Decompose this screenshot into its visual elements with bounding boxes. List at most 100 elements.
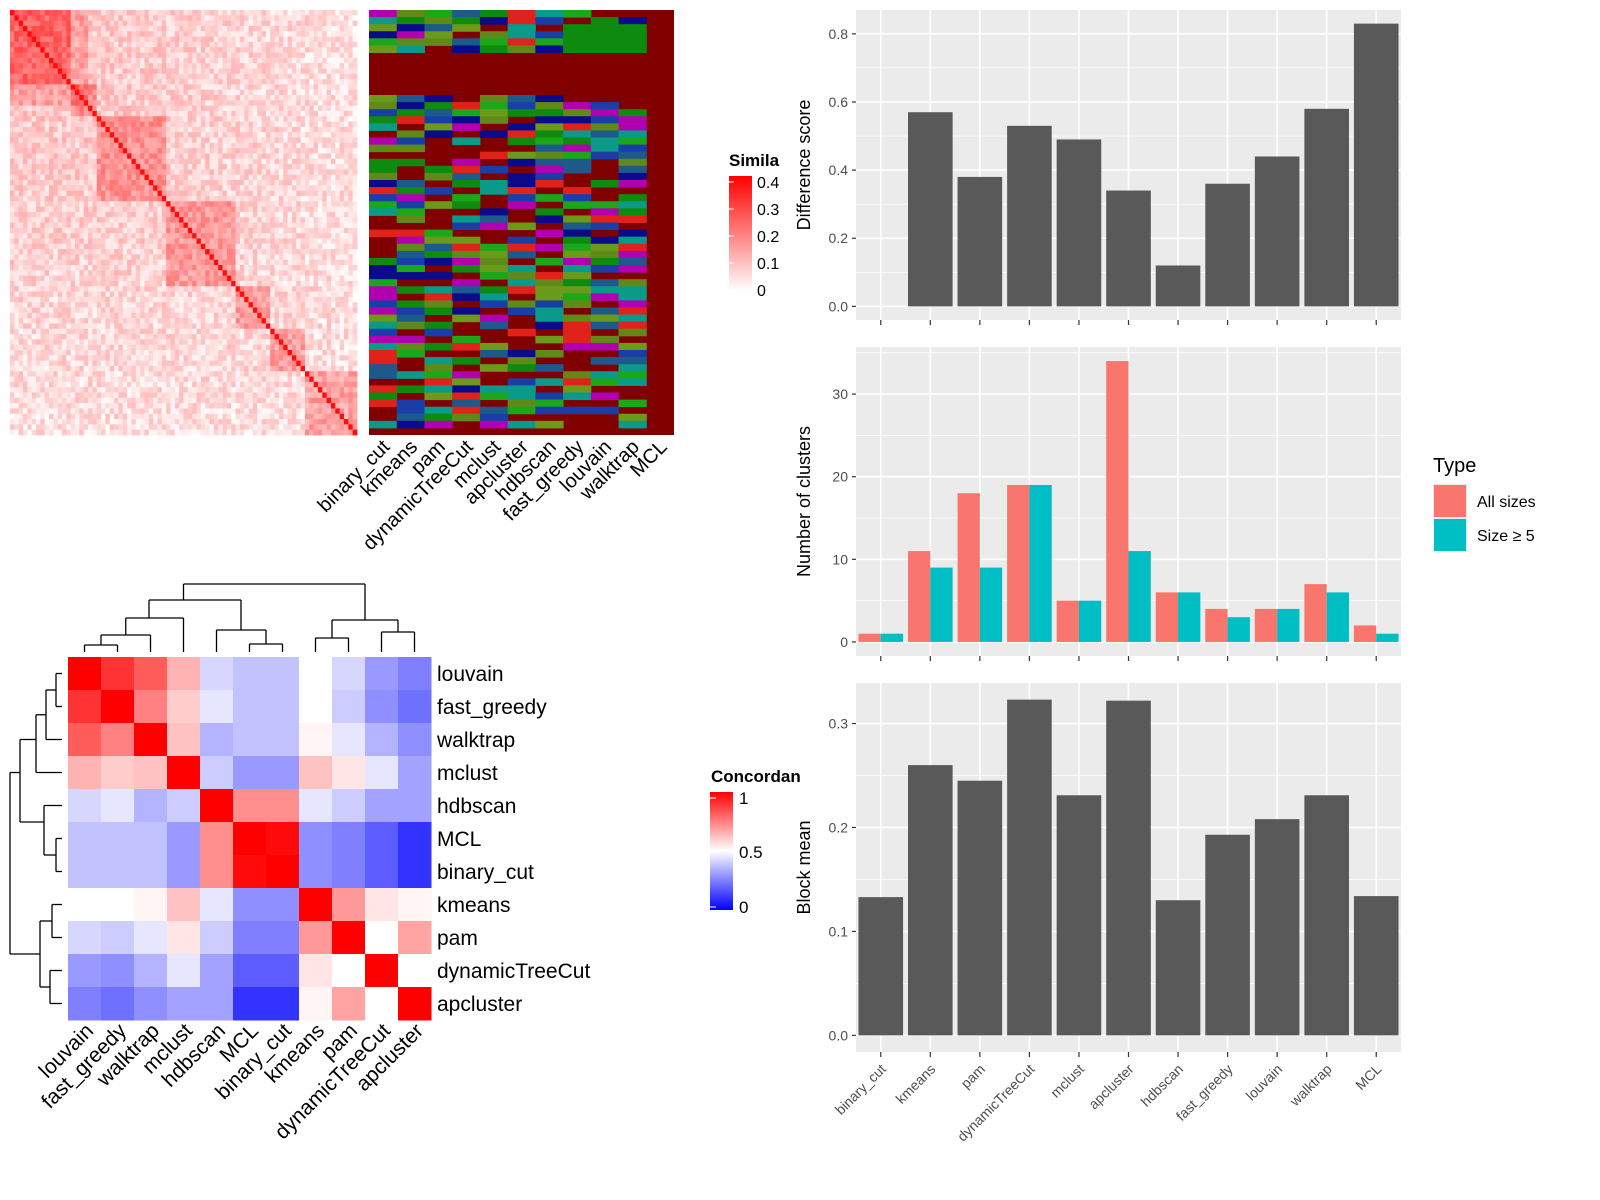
similarity-cell [270, 201, 275, 207]
similarity-cell [348, 259, 354, 266]
similarity-cell [18, 275, 24, 282]
similarity-cell [148, 57, 154, 64]
similarity-cell [313, 52, 319, 59]
similarity-cell [23, 10, 28, 16]
similarity-cell [14, 206, 20, 213]
similarity-cell [31, 137, 37, 144]
similarity-cell [40, 265, 46, 271]
similarity-cell [135, 318, 141, 324]
similarity-cell [70, 142, 76, 149]
similarity-cell [101, 52, 106, 59]
similarity-cell [174, 190, 180, 197]
similarity-cell [244, 265, 249, 271]
similarity-cell [209, 15, 215, 22]
similarity-cell [348, 36, 354, 43]
similarity-cell [261, 153, 267, 160]
similarity-cell [348, 296, 354, 303]
similarity-cell [49, 73, 54, 80]
similarity-cell [348, 280, 354, 287]
similarity-cell [265, 89, 271, 96]
similarity-cell [27, 36, 33, 43]
similarity-cell [205, 233, 210, 239]
similarity-cell [339, 174, 345, 181]
similarity-cell [170, 323, 176, 330]
similarity-cell [36, 286, 41, 292]
similarity-cell [70, 63, 76, 69]
similarity-cell [278, 180, 284, 186]
similarity-cell [335, 217, 341, 223]
similarity-cell [131, 312, 137, 319]
similarity-cell [179, 302, 184, 308]
similarity-cell [179, 249, 184, 255]
similarity-cell [109, 227, 115, 234]
similarity-cell [66, 89, 72, 96]
similarity-cell [10, 142, 15, 149]
similarity-cell [101, 41, 106, 48]
similarity-cell [352, 153, 358, 160]
similarity-cell [196, 164, 202, 170]
similarity-cell [244, 148, 249, 154]
similarity-cell [304, 20, 310, 27]
similarity-cell [330, 233, 336, 239]
similarity-cell [127, 275, 132, 282]
similarity-cell [36, 307, 41, 314]
similarity-cell [31, 169, 37, 176]
similarity-cell [179, 105, 184, 112]
similarity-cell [287, 169, 293, 176]
similarity-cell [348, 10, 354, 16]
similarity-cell [231, 79, 236, 85]
similarity-cell [127, 153, 132, 160]
similarity-cell [105, 20, 111, 27]
similarity-cell [244, 84, 249, 91]
similarity-cell [205, 148, 210, 154]
similarity-cell [287, 217, 293, 223]
similarity-cell [92, 275, 98, 282]
similarity-cell [300, 180, 306, 186]
similarity-cell [326, 105, 332, 112]
similarity-cell [70, 254, 76, 261]
similarity-cell [196, 110, 202, 117]
similarity-cell [179, 174, 184, 181]
similarity-cell [283, 222, 288, 229]
similarity-cell [44, 79, 50, 85]
similarity-cell [205, 164, 210, 170]
similarity-cell [118, 164, 124, 170]
similarity-cell [88, 116, 93, 122]
similarity-cell [135, 10, 141, 16]
similarity-cell [231, 249, 236, 255]
similarity-cell [174, 206, 180, 213]
similarity-cell [339, 95, 345, 101]
similarity-cell [153, 180, 158, 186]
similarity-cell [248, 68, 254, 75]
similarity-cell [274, 307, 280, 314]
similarity-cell [343, 73, 349, 80]
similarity-cell [75, 57, 80, 64]
similarity-cell [235, 25, 241, 32]
similarity-cell [326, 158, 332, 165]
similarity-cell [122, 339, 128, 346]
similarity-cell [352, 41, 358, 48]
similarity-cell [205, 296, 210, 303]
similarity-cell [144, 110, 150, 117]
similarity-cell [322, 243, 328, 250]
similarity-cell [244, 142, 249, 149]
similarity-cell [170, 302, 176, 308]
similarity-cell [57, 174, 63, 181]
similarity-cell [27, 10, 33, 16]
similarity-cell [27, 158, 33, 165]
similarity-cell [157, 15, 163, 22]
similarity-cell [352, 243, 358, 250]
similarity-cell [62, 265, 67, 271]
similarity-cell [309, 68, 315, 75]
similarity-cell [317, 169, 323, 176]
similarity-cell [36, 100, 41, 107]
similarity-cell [75, 201, 80, 207]
similarity-cell [101, 233, 106, 239]
similarity-cell [114, 73, 119, 80]
similarity-cell [75, 41, 80, 48]
similarity-cell [348, 158, 354, 165]
similarity-cell [179, 265, 184, 271]
similarity-cell [313, 270, 319, 277]
similarity-cell [274, 126, 280, 133]
similarity-cell [330, 318, 336, 324]
